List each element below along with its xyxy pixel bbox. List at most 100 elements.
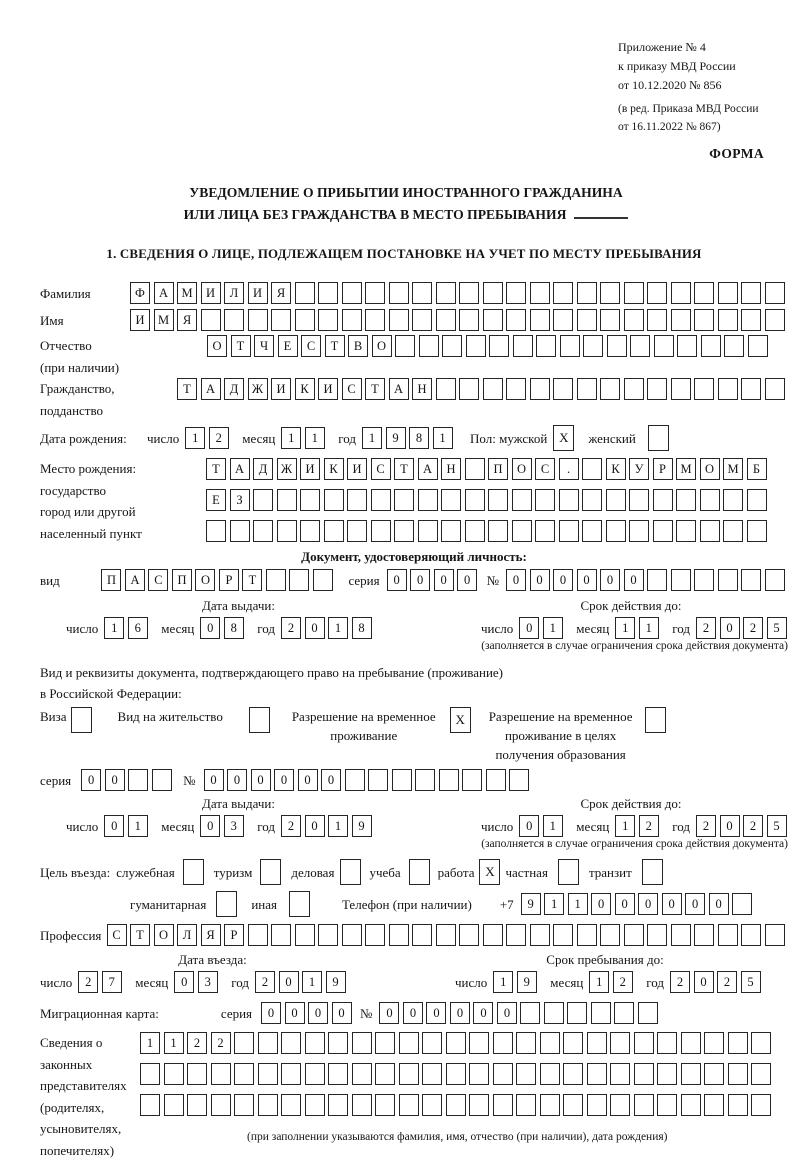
char-cell[interactable]: [553, 282, 573, 304]
char-cell[interactable]: [614, 1002, 635, 1024]
char-cell[interactable]: 1: [328, 617, 349, 639]
char-cell[interactable]: [257, 1032, 278, 1054]
char-cell[interactable]: [623, 924, 644, 946]
char-cell[interactable]: [200, 309, 221, 331]
char-cell[interactable]: [629, 489, 649, 511]
char-cell[interactable]: О: [195, 569, 216, 591]
char-cell[interactable]: [694, 569, 714, 591]
char-cell[interactable]: [459, 282, 479, 304]
char-cell[interactable]: [586, 1063, 607, 1085]
char-cell[interactable]: 1: [127, 815, 148, 837]
char-cell[interactable]: О: [153, 924, 174, 946]
char-cell[interactable]: [670, 378, 691, 400]
char-cell[interactable]: [647, 309, 667, 331]
char-cell[interactable]: 1: [615, 617, 636, 639]
char-cell[interactable]: [535, 489, 555, 511]
char-cell[interactable]: [375, 1063, 395, 1085]
char-cell[interactable]: И: [300, 458, 320, 480]
char-cell[interactable]: [694, 309, 714, 331]
char-cell[interactable]: [435, 309, 456, 331]
char-cell[interactable]: [506, 282, 526, 304]
char-cell[interactable]: [717, 378, 738, 400]
char-cell[interactable]: [764, 569, 785, 591]
char-cell[interactable]: М: [177, 282, 197, 304]
char-cell[interactable]: Д: [224, 378, 244, 400]
char-cell[interactable]: [680, 1032, 701, 1054]
char-cell[interactable]: [415, 769, 436, 791]
char-cell[interactable]: [344, 769, 365, 791]
char-cell[interactable]: [341, 924, 362, 946]
char-cell[interactable]: [351, 1094, 372, 1116]
char-cell[interactable]: [670, 924, 691, 946]
char-cell[interactable]: А: [124, 569, 145, 591]
char-cell[interactable]: [623, 309, 644, 331]
char-cell[interactable]: 3: [197, 971, 218, 993]
char-cell[interactable]: А: [417, 458, 438, 480]
char-cell[interactable]: [582, 489, 602, 511]
char-cell[interactable]: 7: [101, 971, 122, 993]
char-cell[interactable]: [576, 282, 597, 304]
char-cell[interactable]: Л: [224, 282, 244, 304]
char-cell[interactable]: 2: [743, 617, 764, 639]
char-cell[interactable]: [670, 569, 691, 591]
char-cell[interactable]: [388, 924, 409, 946]
char-cell[interactable]: 2: [638, 815, 659, 837]
char-cell[interactable]: И: [130, 309, 150, 331]
char-cell[interactable]: 0: [638, 893, 659, 915]
char-cell[interactable]: [764, 924, 785, 946]
char-cell[interactable]: 1: [542, 815, 563, 837]
char-cell[interactable]: [140, 1063, 160, 1085]
char-cell[interactable]: 2: [187, 1032, 207, 1054]
char-cell[interactable]: [559, 335, 580, 357]
char-cell[interactable]: [435, 924, 456, 946]
char-cell[interactable]: [670, 282, 691, 304]
char-cell[interactable]: 1: [544, 893, 565, 915]
char-cell[interactable]: [441, 489, 461, 511]
char-cell[interactable]: 1: [362, 427, 383, 449]
char-cell[interactable]: [417, 520, 438, 542]
char-cell[interactable]: [586, 1032, 607, 1054]
char-cell[interactable]: [294, 282, 315, 304]
char-cell[interactable]: [600, 282, 620, 304]
char-cell[interactable]: [723, 520, 743, 542]
char-cell[interactable]: [442, 335, 462, 357]
char-cell[interactable]: 0: [104, 769, 125, 791]
char-cell[interactable]: Ж: [276, 458, 297, 480]
char-cell[interactable]: 0: [433, 569, 454, 591]
char-cell[interactable]: [187, 1094, 207, 1116]
char-cell[interactable]: [375, 1094, 395, 1116]
char-cell[interactable]: [511, 489, 532, 511]
char-cell[interactable]: [323, 489, 344, 511]
char-cell[interactable]: [699, 520, 720, 542]
char-cell[interactable]: [657, 1032, 677, 1054]
char-cell[interactable]: [247, 309, 268, 331]
char-cell[interactable]: 0: [693, 971, 714, 993]
char-cell[interactable]: 0: [719, 815, 740, 837]
char-cell[interactable]: Я: [177, 309, 197, 331]
char-cell[interactable]: [365, 309, 385, 331]
char-cell[interactable]: [462, 769, 483, 791]
char-cell[interactable]: [583, 335, 603, 357]
checkbox-cell[interactable]: X: [449, 707, 471, 733]
char-cell[interactable]: 1: [615, 815, 636, 837]
char-cell[interactable]: [469, 1032, 489, 1054]
char-cell[interactable]: 0: [200, 617, 221, 639]
char-cell[interactable]: [304, 1063, 325, 1085]
char-cell[interactable]: 0: [410, 569, 431, 591]
char-cell[interactable]: 8: [409, 427, 430, 449]
char-cell[interactable]: [394, 489, 414, 511]
char-cell[interactable]: В: [348, 335, 368, 357]
char-cell[interactable]: 2: [281, 617, 302, 639]
char-cell[interactable]: 2: [696, 815, 717, 837]
char-cell[interactable]: [257, 1094, 278, 1116]
char-cell[interactable]: [276, 489, 297, 511]
checkbox-cell[interactable]: [557, 859, 579, 885]
char-cell[interactable]: [469, 1094, 489, 1116]
char-cell[interactable]: 0: [278, 971, 299, 993]
char-cell[interactable]: 2: [612, 971, 633, 993]
checkbox-cell[interactable]: [644, 707, 666, 733]
char-cell[interactable]: [281, 1032, 301, 1054]
char-cell[interactable]: М: [676, 458, 696, 480]
char-cell[interactable]: [412, 309, 432, 331]
char-cell[interactable]: [482, 282, 503, 304]
